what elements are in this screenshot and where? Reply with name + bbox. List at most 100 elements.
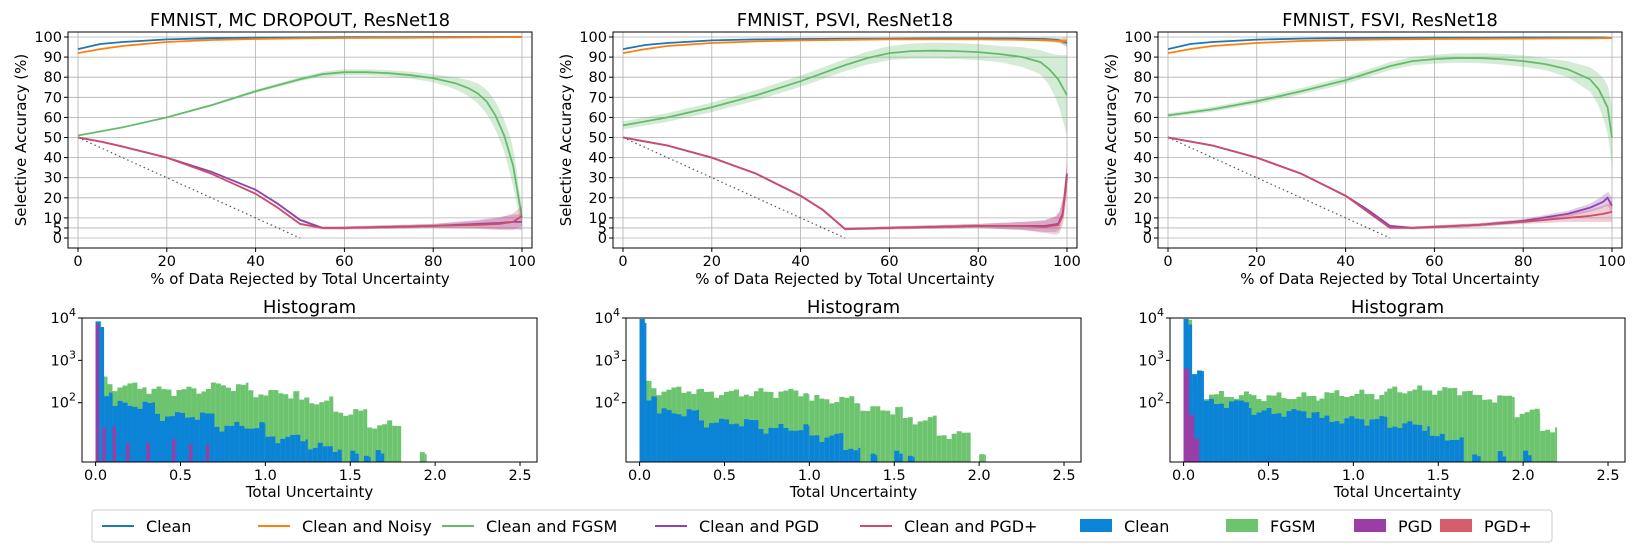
y-axis-label: Selective Accuracy (%) (12, 54, 30, 227)
hist-bar (890, 414, 896, 462)
hist-bar (1319, 417, 1325, 462)
legend-patch-swatch (1226, 519, 1258, 532)
hist-bar (1228, 401, 1234, 462)
hist-bar (270, 436, 276, 462)
hist-bar (1392, 426, 1398, 462)
hist-bar (778, 423, 784, 462)
hist-bar (1457, 395, 1463, 462)
random-baseline-line (622, 136, 846, 239)
series-line-pgdplus (1167, 136, 1613, 229)
plot-frame (1157, 31, 1623, 249)
hist-bar (1487, 399, 1493, 462)
hist-bar (204, 413, 210, 462)
hist-bar (748, 420, 754, 462)
hist-bar (1497, 395, 1503, 462)
hist-bar (142, 401, 148, 462)
hist-bar (1545, 429, 1551, 462)
hist-bar (1512, 397, 1515, 462)
hist-bar (205, 445, 210, 462)
hist-bar (299, 399, 305, 462)
hist-bar (723, 419, 729, 462)
hist-bar (1429, 435, 1435, 462)
histogram-panel-3: 0.0 0.5 1.0 1.5 2.0 2.5 102 103 104 Histogram Tota… (1139, 297, 1626, 501)
hist-bar (696, 409, 699, 462)
hist-bar (912, 424, 918, 462)
line-panel-2: 0 20 40 60 80 10005102030405060708090100FMNIS… (557, 10, 1081, 288)
x-tick-label: 60 (335, 254, 353, 270)
hist-bar (1329, 421, 1335, 462)
hist-bar (377, 425, 383, 462)
hist-bar (829, 403, 835, 462)
hist-bar (1218, 403, 1224, 462)
hist-bar (984, 454, 986, 462)
hist-bar (392, 425, 398, 462)
random-baseline-line (1167, 136, 1391, 239)
hist-bar (894, 450, 900, 462)
hist-bar (870, 406, 876, 462)
hist-bar (214, 426, 220, 462)
hist-bar (112, 426, 116, 462)
y-tick-label: 80 (589, 70, 607, 86)
legend-item-2: Clean and FGSM (442, 517, 617, 536)
confidence-band (623, 137, 1067, 235)
hist-bar (1238, 400, 1244, 462)
confidence-band (623, 137, 1067, 232)
series-line-pgdplus (622, 136, 1068, 230)
y-tick-label: 30 (1134, 171, 1152, 187)
x-tick-label: 2.0 (968, 468, 991, 484)
hist-bar (708, 423, 714, 462)
hist-bar (819, 441, 825, 462)
hist-bar (1432, 394, 1438, 462)
hist-bar (324, 400, 330, 462)
hist-bar (298, 390, 300, 462)
y-tick-label: 90 (44, 50, 62, 66)
hist-series-clean (95, 321, 385, 462)
y-tick-label: 103 (595, 348, 620, 369)
hist-bar (651, 396, 657, 462)
hist-bar (1462, 391, 1468, 462)
y-tick-label: 50 (1134, 131, 1152, 147)
hist-bar (1550, 432, 1556, 462)
hist-bar (902, 417, 908, 462)
histogram-panel-1: 0.0 0.5 1.0 1.5 2.0 2.5 102 103 104 Histogram Tota… (51, 297, 538, 501)
hist-bar (661, 408, 667, 462)
hist-series-clean (1183, 319, 1532, 462)
hist-bar (895, 407, 901, 462)
hist-bar (704, 392, 709, 462)
hist-bar (132, 406, 138, 462)
hist-bar (1359, 419, 1365, 462)
hist-bar (1266, 408, 1272, 462)
hist-bar (814, 435, 820, 462)
hist-bar (946, 438, 952, 462)
hist-bar (337, 449, 342, 462)
hist-bar (224, 425, 230, 462)
hist-bar (1459, 437, 1464, 462)
hist-bar (1188, 324, 1193, 462)
confidence-band (623, 42, 1067, 136)
hist-bar (137, 408, 143, 462)
hist-bar (758, 428, 764, 462)
x-tick-label: 0.0 (84, 468, 107, 484)
x-axis-label: % of Data Rejected by Total Uncertainty (695, 270, 995, 288)
chart-title: Histogram (1351, 297, 1444, 318)
hist-bar (104, 396, 110, 462)
hist-bar (728, 424, 734, 462)
hist-bar (798, 430, 804, 462)
hist-bar (1452, 387, 1458, 462)
y-tick-label: 10 (1134, 211, 1152, 227)
hist-bar (803, 424, 809, 462)
hist-bar (1198, 437, 1200, 462)
hist-bar (147, 403, 153, 462)
y-tick-label: 103 (51, 348, 76, 369)
hist-bar (1472, 454, 1478, 462)
hist-bar (95, 324, 99, 462)
hist-bar (1354, 418, 1360, 462)
hist-bar (1502, 395, 1508, 462)
hist-bar (870, 453, 876, 462)
y-tick-label: 0 (1143, 231, 1152, 247)
series-line-pgdplus (77, 136, 523, 229)
hist-bar (1427, 390, 1433, 462)
hist-series-pgd (1183, 368, 1200, 462)
y-axis-label: Selective Accuracy (%) (557, 54, 575, 227)
y-tick-label: 50 (44, 131, 62, 147)
